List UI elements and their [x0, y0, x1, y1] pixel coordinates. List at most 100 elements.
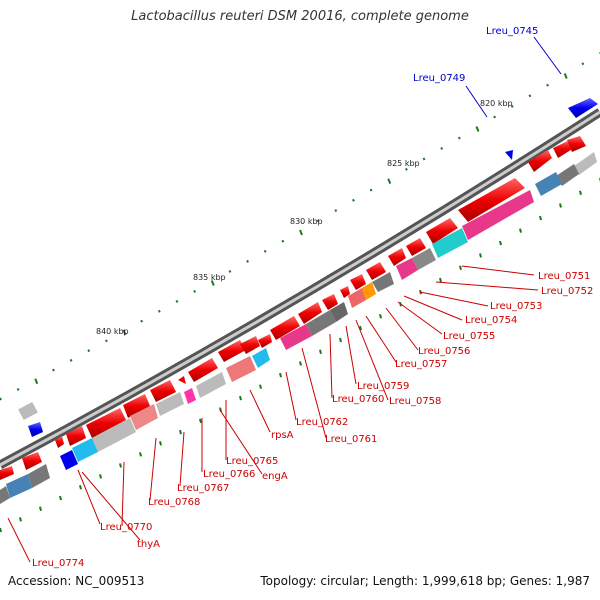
inner-tick [479, 253, 482, 258]
cog-block [330, 302, 348, 322]
major-tick [387, 178, 392, 185]
leader-lreu0749 [465, 85, 488, 118]
cds-arrow [258, 334, 272, 348]
cog-block [556, 164, 579, 186]
feature-lreu0745 [568, 98, 598, 118]
minor-tick [104, 339, 108, 343]
gene-label-lreu0758: Lreu_0758 [389, 396, 441, 407]
inner-tick [579, 190, 582, 196]
minor-tick [175, 299, 179, 303]
leader-lreu0760 [329, 333, 333, 399]
cds-arrow [22, 452, 42, 470]
cds-arrow [426, 218, 458, 244]
cog-block [252, 348, 270, 368]
leader-lreu0756 [385, 307, 419, 351]
minor-tick [581, 62, 585, 66]
scale-label-825: 825 kbp [387, 159, 420, 168]
leader-lreu0767 [179, 431, 185, 487]
cds-arrow [388, 248, 406, 266]
inner-tick [299, 361, 302, 366]
cog-block [6, 474, 32, 498]
backbone-outer [0, 108, 600, 469]
minor-tick [546, 83, 549, 87]
cog-block [306, 310, 336, 336]
inner-tick [519, 228, 522, 233]
feature-lreu0749 [505, 150, 513, 160]
cds-arrow [567, 136, 586, 152]
gene-label-lreu0765: Lreu_0765 [226, 456, 278, 467]
gene-label-lreu0751: Lreu_0751 [538, 271, 590, 282]
inner-tick [459, 265, 462, 270]
gene-label-thya: thyA [137, 539, 160, 550]
accession-text: Accession: NC_009513 [8, 574, 145, 588]
major-tick [563, 73, 568, 79]
major-tick [299, 229, 303, 236]
minor-tick [316, 219, 320, 223]
inner-tick [239, 395, 242, 401]
cog-block [348, 288, 366, 308]
cog-block [432, 228, 468, 258]
cds-arrow [270, 316, 300, 340]
inner-tick [79, 485, 82, 490]
leader-lreu0751 [461, 265, 535, 276]
cds-arrow [218, 340, 246, 362]
inner-tick [339, 337, 342, 343]
cds-arrow [553, 140, 574, 158]
inner-tick [539, 215, 542, 221]
gene-label-lreu0774: Lreu_0774 [32, 558, 84, 569]
cds-arrow [86, 408, 126, 438]
cds-arrow [406, 238, 426, 256]
major-tick [34, 378, 39, 385]
gene-label-lreu0745: Lreu_0745 [486, 26, 538, 37]
cds-arrow [123, 394, 150, 418]
major-tick [475, 126, 480, 132]
cog-block [60, 450, 78, 470]
minor-tick [457, 136, 461, 140]
cog-block [412, 248, 436, 270]
gene-label-lreu0770: Lreu_0770 [100, 522, 152, 533]
leader-lreu0774 [7, 517, 31, 563]
leader-rpsa [249, 389, 271, 433]
minor-tick [510, 104, 514, 108]
blue-features [18, 98, 598, 437]
cds-arrow [150, 380, 176, 402]
leader-lreu0753 [419, 291, 489, 307]
gene-label-lreu0752: Lreu_0752 [541, 286, 593, 297]
leader-lreu0770 [121, 461, 125, 527]
cog-block [184, 388, 196, 404]
inner-tick [159, 441, 162, 446]
minor-tick [440, 147, 444, 150]
feature-left-gray [18, 401, 38, 421]
leader-lreu0770b [77, 469, 101, 525]
minor-tick [422, 157, 426, 161]
leader-lreu0768 [149, 437, 157, 501]
minor-tick [157, 309, 161, 313]
cog-block [535, 172, 562, 196]
gene-label-lreu0749: Lreu_0749 [413, 73, 465, 84]
cds-arrow [240, 336, 260, 354]
gene-label-lreu0762: Lreu_0762 [296, 417, 348, 428]
inner-tick [0, 527, 2, 533]
inner-tick [179, 429, 182, 435]
minor-tick [87, 349, 91, 353]
cog-block [362, 282, 376, 300]
leader-thya [81, 471, 141, 541]
inner-tick [39, 506, 42, 512]
scale-ticks [0, 52, 600, 533]
gene-label-lreu0759: Lreu_0759 [357, 381, 409, 392]
inner-tick [139, 452, 142, 457]
scale-label-830: 830 kbp [290, 217, 323, 226]
minor-tick [52, 368, 55, 372]
gene-label-enga: engA [262, 471, 288, 482]
gene-labels: Lreu_0745 Lreu_0749 Lreu_0751 Lreu_0752 … [32, 26, 593, 569]
gene-label-lreu0760: Lreu_0760 [332, 394, 384, 405]
minor-tick [228, 269, 232, 273]
minor-tick [528, 94, 532, 98]
major-tick [210, 280, 215, 286]
cog-block [92, 418, 136, 452]
cds-arrow [366, 262, 386, 280]
minor-tick [0, 397, 2, 401]
inner-tick [59, 495, 62, 501]
